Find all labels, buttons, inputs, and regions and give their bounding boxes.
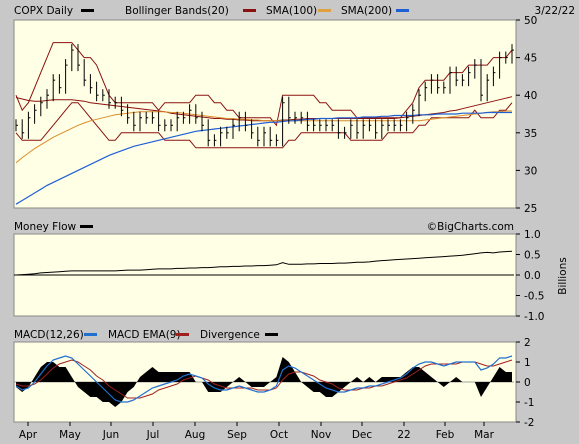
price-ytick-label: 30 xyxy=(524,165,537,177)
divergence-area xyxy=(16,357,512,407)
price-ytick-label: 40 xyxy=(524,90,537,102)
macd-ytick-label: 0 xyxy=(524,377,531,389)
month-label: Aug xyxy=(185,429,206,441)
divergence-swatch xyxy=(265,333,278,336)
sma-blue-line xyxy=(15,111,512,205)
month-label: Apr xyxy=(19,429,38,441)
month-label: Dec xyxy=(352,429,373,441)
bb-upper-line xyxy=(15,42,513,127)
price-ytick-label: 45 xyxy=(524,53,537,65)
watermark: ©BigCharts.com xyxy=(427,221,514,233)
moneyflow-title: Money Flow xyxy=(14,221,77,233)
moneyflow-ylabel: Billions xyxy=(557,257,569,294)
macd-header: MACD(12,26) MACD EMA(9) Divergence xyxy=(14,329,278,341)
month-label: Feb xyxy=(436,429,455,441)
price-header: COPX Daily Bollinger Bands(20) SMA(100) … xyxy=(14,5,575,17)
moneyflow-ytick-label: 0.0 xyxy=(524,270,541,282)
price-ytick-label: 25 xyxy=(524,203,537,215)
moneyflow-ytick-label: -0.5 xyxy=(524,291,545,303)
month-label: Mar xyxy=(474,429,494,441)
month-label: Nov xyxy=(311,429,332,441)
month-label: Jul xyxy=(146,429,160,441)
moneyflow-line xyxy=(15,250,513,276)
sma100-label: SMA(100) xyxy=(266,5,317,17)
moneyflow-header: Money Flow ©BigCharts.com xyxy=(14,221,514,233)
macd-ytick-label: 1 xyxy=(524,357,531,369)
macd-swatch xyxy=(84,333,97,336)
month-label: May xyxy=(59,429,81,441)
month-label: Jun xyxy=(102,429,119,441)
month-label: Oct xyxy=(270,429,288,441)
month-label: 22 xyxy=(397,429,410,441)
macd-ema-label: MACD EMA(9) xyxy=(108,329,181,341)
macd-line xyxy=(15,355,513,403)
macd-ema-swatch xyxy=(176,333,189,336)
sma200-swatch xyxy=(396,9,409,12)
symbol-label: COPX Daily xyxy=(14,5,73,17)
chart-marks: 25 30 35 40 45 50 1.0 0.5 0.0 -0.5 -1.0 2 1 0 -1 -2 Apr M… xyxy=(14,15,545,441)
moneyflow-ytick-label: 1.0 xyxy=(524,229,541,241)
symbol-swatch xyxy=(81,9,94,12)
moneyflow-swatch xyxy=(80,225,93,228)
sma100-swatch xyxy=(318,9,331,12)
month-label: Sep xyxy=(227,429,247,441)
macd-title: MACD(12,26) xyxy=(14,329,84,341)
moneyflow-ytick-label: -1.0 xyxy=(524,311,545,323)
macd-ytick-label: -1 xyxy=(524,397,534,409)
macd-ema-line xyxy=(15,359,513,399)
price-ytick-label: 35 xyxy=(524,128,537,140)
bb-lower-line xyxy=(15,102,513,149)
macd-ytick-label: -2 xyxy=(524,417,534,429)
macd-ytick-label: 2 xyxy=(524,337,531,349)
sma200-label: SMA(200) xyxy=(341,5,392,17)
moneyflow-ytick-label: 0.5 xyxy=(524,250,541,262)
date-label: 3/22/22 xyxy=(535,5,575,17)
price-ytick-label: 50 xyxy=(524,15,537,27)
sma200-line xyxy=(15,110,512,164)
divergence-label: Divergence xyxy=(200,329,260,341)
bb-label: Bollinger Bands(20) xyxy=(125,5,229,17)
bb-swatch xyxy=(243,9,256,12)
